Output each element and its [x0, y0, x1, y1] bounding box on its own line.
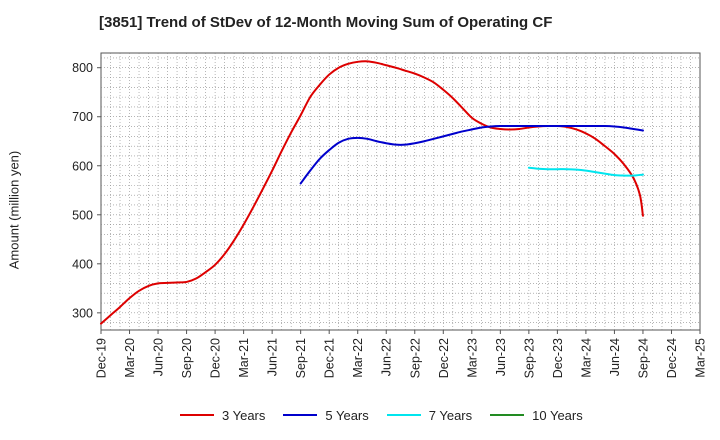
y-tick-label: 700	[72, 110, 93, 124]
x-tick-label: Sep-23	[522, 338, 536, 378]
series-line-5-years	[299, 125, 644, 185]
y-tick-label: 800	[72, 61, 93, 75]
x-tick-label: Dec-20	[209, 338, 223, 378]
legend-label-3-years: 3 Years	[222, 407, 266, 423]
legend-label-5-years: 5 Years	[325, 407, 369, 423]
x-tick-label: Mar-20	[123, 338, 137, 378]
x-tick-label: Mar-22	[351, 338, 365, 378]
series-lines	[100, 60, 644, 325]
x-tick-label: Dec-22	[437, 338, 451, 378]
y-tick-label: 400	[72, 257, 93, 271]
x-tick-label: Mar-25	[694, 338, 708, 378]
y-tick-label: 500	[72, 208, 93, 222]
x-tick-label: Dec-19	[95, 338, 109, 378]
grid-lines	[101, 53, 700, 330]
legend-item-3-years: 3 Years	[180, 408, 265, 423]
y-tick-label: 300	[72, 306, 93, 320]
x-tick-label: Sep-21	[294, 338, 308, 378]
x-tick-label: Dec-24	[665, 338, 679, 378]
x-tick-label: Mar-23	[465, 338, 479, 378]
series-line-7-years	[527, 166, 644, 177]
x-tick-label: Jun-24	[608, 338, 622, 376]
x-tick-label: Sep-20	[180, 338, 194, 378]
x-tick-label: Sep-22	[408, 338, 422, 378]
x-tick-label: Dec-23	[551, 338, 565, 378]
x-tick-label: Jun-20	[152, 338, 166, 376]
x-tick-label: Mar-21	[237, 338, 251, 378]
x-tick-label: Jun-21	[266, 338, 280, 376]
legend-swatch-5-years	[283, 414, 318, 416]
legend-item-10-years: 10 Years	[490, 408, 583, 423]
chart-title: [3851] Trend of StDev of 12-Month Moving…	[99, 14, 553, 31]
legend-label-7-years: 7 Years	[428, 407, 473, 423]
legend-label-10-years: 10 Years	[532, 407, 583, 423]
legend-item-7-years: 7 Years	[386, 407, 473, 423]
y-tick-label: 600	[72, 159, 93, 173]
x-tick-label: Mar-24	[579, 338, 593, 378]
x-tick-label: Jun-23	[494, 338, 508, 376]
axis-ticks: 300 400 500 600 700 800 Dec-19 Mar-20 Jun-20 Sep-…	[72, 61, 707, 378]
legend-swatch-7-years	[386, 414, 421, 416]
legend-item-5-years: 5 Years	[283, 407, 369, 423]
x-tick-label: Sep-24	[636, 338, 650, 378]
legend-swatch-10-years	[490, 414, 525, 416]
legend-swatch-3-years	[180, 414, 214, 416]
x-tick-label: Dec-21	[323, 338, 337, 378]
x-tick-label: Jun-22	[380, 338, 394, 376]
legend: 3 Years 5 Years 7 Years 10 Years	[180, 404, 640, 426]
plot-area	[100, 52, 701, 331]
